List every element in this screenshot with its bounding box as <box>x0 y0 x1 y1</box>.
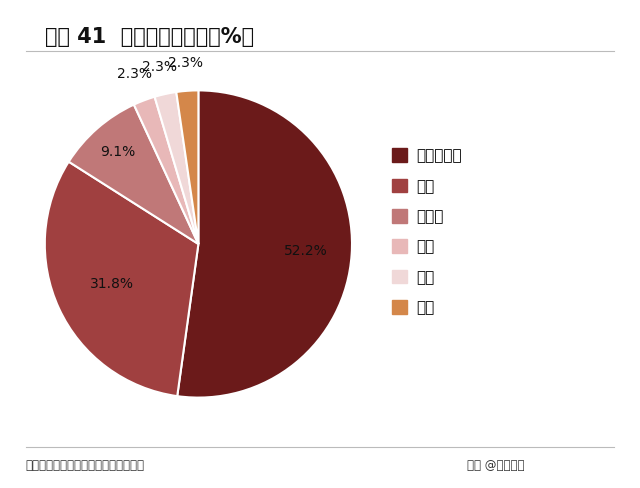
Text: 31.8%: 31.8% <box>90 277 134 291</box>
Text: 52.2%: 52.2% <box>284 244 328 259</box>
Text: 2.3%: 2.3% <box>142 60 177 74</box>
Text: 图表 41  电解液成本拆分（%）: 图表 41 电解液成本拆分（%） <box>45 27 254 47</box>
Wedge shape <box>177 90 352 398</box>
Wedge shape <box>176 90 198 244</box>
Legend: 六氟磷酸锂, 溶剂, 添加剂, 折旧, 能源, 人工: 六氟磷酸锂, 溶剂, 添加剂, 折旧, 能源, 人工 <box>392 148 461 315</box>
Text: 头条 @未来智库: 头条 @未来智库 <box>467 459 525 472</box>
Wedge shape <box>45 162 198 396</box>
Wedge shape <box>134 97 198 244</box>
Wedge shape <box>155 92 198 244</box>
Wedge shape <box>68 104 198 244</box>
Text: 9.1%: 9.1% <box>100 144 135 159</box>
Text: 2.3%: 2.3% <box>117 67 152 81</box>
Text: 2.3%: 2.3% <box>168 56 203 70</box>
Text: 资料来源：高工锂电，华安证券研究所: 资料来源：高工锂电，华安证券研究所 <box>26 459 145 472</box>
